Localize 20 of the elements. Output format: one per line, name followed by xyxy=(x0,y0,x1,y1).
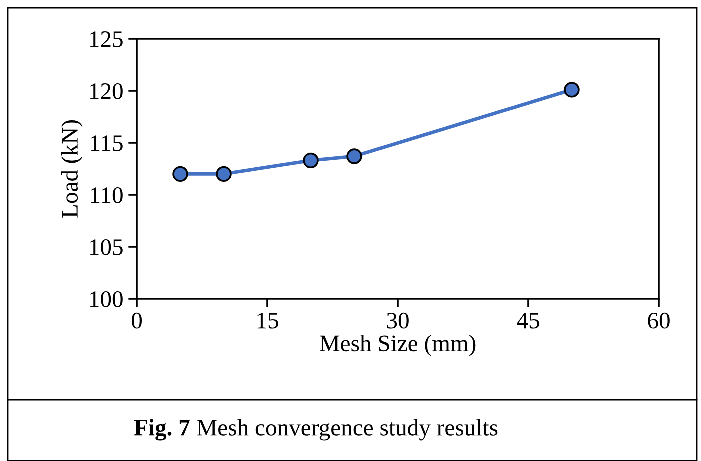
y-tick-label: 110 xyxy=(91,187,123,204)
text: Mesh convergence study results xyxy=(197,419,498,441)
y-tick-label: 120 xyxy=(90,83,123,100)
point xyxy=(346,148,362,164)
x-tick-label: 30 xyxy=(387,312,409,329)
y-tick-label: 105 xyxy=(90,239,123,256)
y-tick-label: 125 xyxy=(90,32,123,48)
y-axis-title: Load (kN) xyxy=(61,120,83,218)
x-tick-label: 60 xyxy=(648,312,670,329)
x-tick-label: 0 xyxy=(132,312,142,329)
x-tick-label: 45 xyxy=(517,313,540,329)
y-tick-label: 115 xyxy=(91,136,123,152)
x-axis-title: Mesh Size (mm) xyxy=(320,334,476,356)
point xyxy=(303,152,319,169)
caption: Fig. 7 xyxy=(134,419,190,441)
point xyxy=(564,82,580,98)
point xyxy=(172,166,188,182)
point xyxy=(216,166,232,182)
x-tick-label: 15 xyxy=(258,312,278,329)
y-tick-label: 100 xyxy=(90,291,123,308)
